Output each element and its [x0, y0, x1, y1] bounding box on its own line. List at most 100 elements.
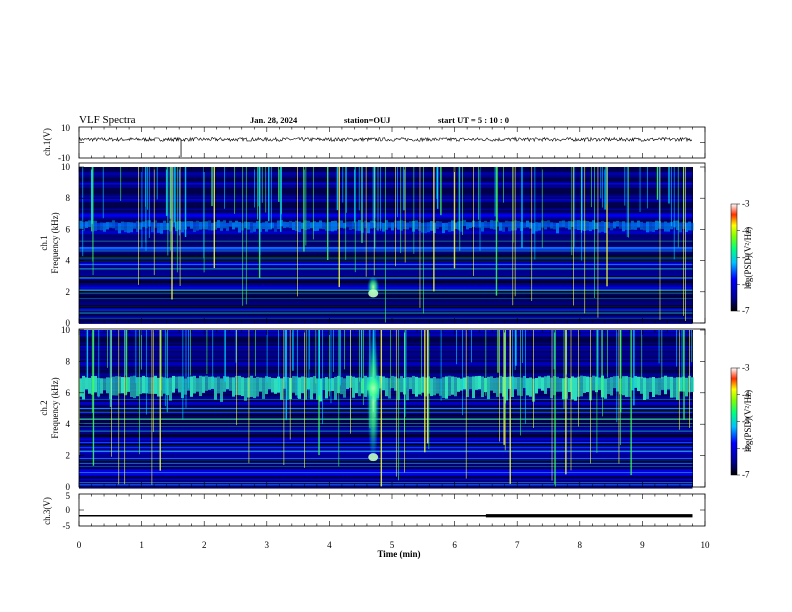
spec-row [79, 419, 693, 422]
noise-band [556, 222, 559, 234]
noise-band [583, 376, 586, 393]
spec-row [79, 475, 693, 478]
noise-band [598, 222, 601, 233]
noise-band [634, 222, 637, 230]
spec-row [79, 184, 693, 187]
ch2-spectrogram [78, 330, 694, 489]
colorbar-ticklabel: -3 [742, 199, 750, 209]
noise-band [277, 220, 280, 229]
y-ticklabel: 6 [66, 224, 71, 234]
noise-band [661, 222, 664, 229]
spec-row [79, 416, 693, 419]
spec-row [79, 440, 693, 443]
noise-band [124, 222, 127, 233]
spec-row [79, 264, 693, 267]
noise-band [520, 377, 523, 397]
x-ticklabel: 9 [640, 540, 645, 550]
noise-band [181, 221, 184, 233]
noise-band [214, 221, 217, 230]
noise-band [631, 377, 634, 391]
x-ticklabel: 2 [202, 540, 207, 550]
spec-row [79, 339, 693, 342]
noise-band [670, 376, 673, 398]
noise-band [211, 376, 214, 389]
spec-row [79, 374, 693, 377]
noise-band [196, 378, 199, 392]
noise-band [292, 376, 295, 393]
noise-band [145, 220, 148, 229]
noise-band [256, 221, 259, 229]
noise-band [250, 375, 253, 397]
colorbar-ticklabel: -6 [742, 443, 750, 453]
spec-row [79, 402, 693, 404]
noise-band [352, 376, 355, 398]
noise-band [457, 377, 460, 392]
noise-band [100, 378, 103, 394]
header-date: Jan. 28, 2024 [250, 115, 298, 125]
spec-row [79, 352, 693, 355]
noise-band [529, 377, 532, 397]
spec-row [79, 424, 693, 427]
spec-row [79, 210, 693, 212]
spec-row [79, 370, 693, 372]
noise-band [181, 376, 184, 399]
spec-row [79, 408, 693, 411]
noise-band [262, 222, 265, 230]
x-ticklabel: 3 [265, 540, 270, 550]
noise-band [436, 221, 439, 229]
spec-row [79, 453, 693, 455]
noise-band [481, 222, 484, 232]
noise-band [400, 220, 403, 231]
noise-band [247, 222, 250, 230]
spec-row [79, 183, 693, 185]
noise-band [547, 375, 550, 389]
spec-row [79, 371, 693, 374]
spec-row [79, 347, 693, 350]
noise-band [691, 377, 694, 393]
ch3-ytick-bottom: -5 [63, 521, 71, 531]
spec-row [79, 248, 693, 251]
spec-row [79, 333, 693, 335]
ch2-spec-ylabel-freq: Frequency (kHz) [50, 377, 60, 438]
ch1-spec-yticklabels: 0 2 4 6 8 10 [61, 162, 71, 328]
noise-band [271, 222, 274, 229]
noise-band [652, 377, 655, 398]
noise-band [613, 376, 616, 389]
noise-band [130, 222, 133, 233]
noise-band [268, 222, 271, 230]
noise-band [487, 222, 490, 229]
ch1-colorbar-label: log(PSD)(V²/Hz) [743, 227, 753, 289]
spec-row [79, 194, 693, 196]
header-station: station=OUJ [344, 115, 391, 125]
spec-row [79, 482, 693, 484]
noise-band [529, 222, 532, 229]
spec-row [79, 312, 693, 315]
noise-band [316, 378, 319, 400]
noise-band [598, 377, 601, 390]
noise-band [466, 376, 469, 398]
noise-band [280, 220, 283, 227]
noise-band [340, 377, 343, 395]
noise-band [649, 221, 652, 232]
spec-row [79, 350, 693, 353]
noise-band [172, 375, 175, 393]
spec-row [79, 202, 693, 204]
spec-row [79, 240, 693, 243]
noise-band [493, 220, 496, 230]
noise-band [559, 221, 562, 228]
colorbar-ticklabel: -4 [742, 225, 750, 235]
spec-row [79, 368, 693, 371]
spec-row [79, 358, 693, 361]
noise-band [307, 377, 310, 390]
noise-band [208, 376, 211, 390]
burst-core [368, 289, 379, 298]
noise-band [415, 376, 418, 397]
noise-band [388, 378, 391, 399]
noise-band [622, 221, 625, 232]
noise-band [421, 222, 424, 233]
noise-band [205, 375, 208, 391]
spec-row [79, 178, 693, 180]
noise-band [427, 376, 430, 394]
noise-band [256, 376, 259, 397]
noise-band [574, 220, 577, 230]
